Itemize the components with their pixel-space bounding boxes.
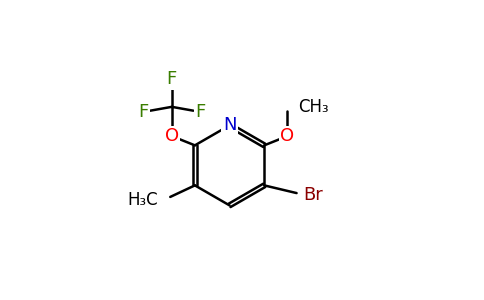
Text: F: F [166,70,177,88]
Text: Br: Br [303,186,323,204]
Text: O: O [165,127,179,145]
Text: F: F [195,103,205,121]
Text: O: O [280,127,294,145]
Text: H₃C: H₃C [127,191,158,209]
Text: N: N [223,116,236,134]
Text: CH₃: CH₃ [298,98,329,116]
Text: F: F [138,103,149,121]
